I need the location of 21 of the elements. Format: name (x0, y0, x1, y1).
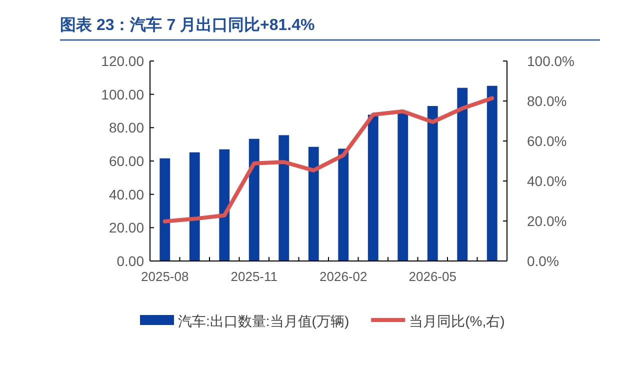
legend-label: 当月同比(%,右) (409, 313, 505, 329)
x-tick-label: 2025-08 (141, 269, 189, 284)
x-tick-label: 2026-05 (408, 269, 456, 284)
y-tick-label: 40.00 (108, 186, 144, 202)
y2-tick-label: 40.0% (527, 173, 567, 189)
y-tick-label: 0.00 (116, 253, 144, 269)
y-tick-label: 100.00 (101, 86, 144, 102)
y2-tick-label: 60.0% (527, 133, 567, 149)
x-tick-label: 2025-11 (230, 269, 278, 284)
y2-tick-label: 100.0% (527, 53, 574, 69)
y-tick-label: 20.00 (108, 220, 144, 236)
line-series (162, 96, 494, 224)
y2-tick-label: 80.0% (527, 93, 567, 109)
y-tick-label: 120.00 (101, 53, 144, 69)
legend-label: 汽车:出口数量:当月值(万辆) (178, 313, 350, 329)
y-tick-label: 80.00 (108, 120, 144, 136)
y2-tick-label: 0.0% (527, 253, 559, 269)
chart-title: 图表 23：汽车 7 月出口同比+81.4% (60, 16, 315, 34)
y2-tick-label: 20.0% (527, 213, 567, 229)
y-tick-label: 60.00 (108, 153, 144, 169)
x-tick-label: 2026-02 (320, 269, 368, 284)
